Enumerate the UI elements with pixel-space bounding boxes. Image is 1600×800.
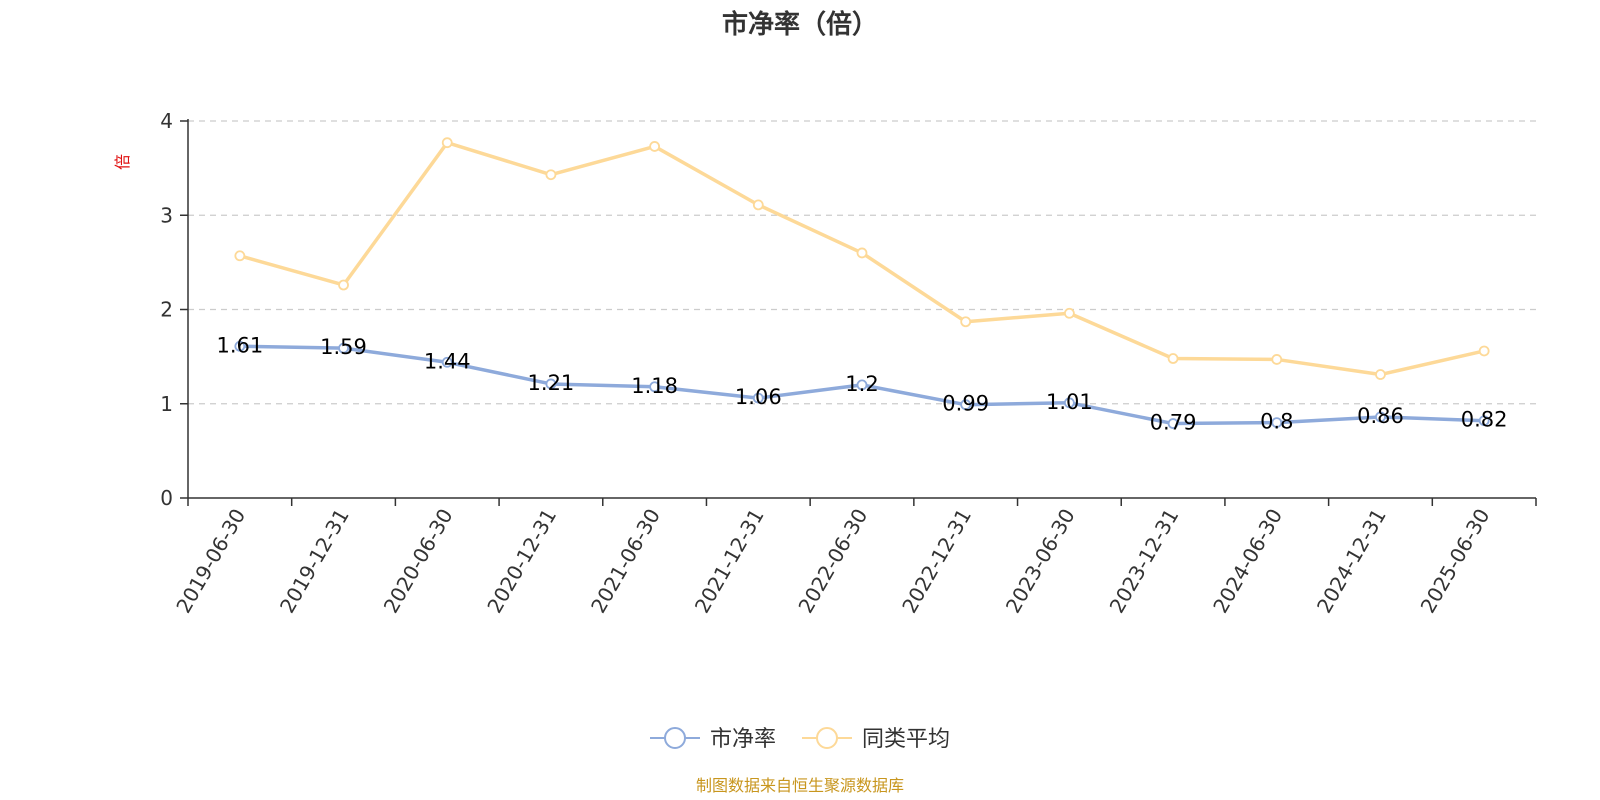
- data-point: [752, 392, 764, 404]
- data-point: [856, 379, 868, 391]
- data-point: [1478, 345, 1490, 357]
- x-tick-label: 2019-12-31: [275, 505, 354, 618]
- data-point: [338, 279, 349, 291]
- data-point: [234, 340, 246, 352]
- data-label: 0.99: [942, 392, 989, 416]
- y-tick-label: 1: [160, 392, 173, 416]
- data-label: 0.79: [1150, 411, 1197, 435]
- data-point: [1063, 307, 1075, 319]
- x-tick-label: 2022-06-30: [793, 505, 872, 618]
- data-point: [234, 250, 246, 262]
- data-point: [960, 399, 972, 411]
- x-tick-label: 2020-06-30: [379, 505, 458, 618]
- legend-marker: [664, 727, 686, 749]
- data-label: 1.21: [528, 371, 575, 395]
- data-label: 0.82: [1461, 408, 1508, 432]
- data-point: [441, 137, 453, 149]
- data-point: [1167, 353, 1179, 364]
- data-point: [441, 356, 453, 368]
- y-axis-ticks: 0 1 2 3 4: [160, 109, 188, 510]
- x-tick-label: 2022-12-31: [897, 505, 976, 618]
- legend-marker: [816, 727, 838, 749]
- gridlines: [188, 120, 1536, 405]
- x-tick-label: 2023-06-30: [1001, 505, 1080, 618]
- data-label: 0.86: [1357, 404, 1404, 428]
- data-label: 1.44: [424, 349, 471, 373]
- data-label: 0.8: [1260, 410, 1293, 434]
- data-point: [1375, 411, 1386, 423]
- y-tick-label: 2: [160, 298, 173, 322]
- data-point: [1167, 418, 1179, 429]
- data-point: [1271, 417, 1283, 429]
- data-labels: 1.61 1.59 1.44 1.21 1.18 1.06 1.2 0.99 1.01 0.79 0…: [216, 333, 1507, 434]
- series-line-1: [239, 140, 1485, 377]
- legend-label: 同类平均: [862, 727, 950, 752]
- chart-title: 市净率（倍）: [722, 9, 878, 40]
- legend[interactable]: 市净率 同类平均: [650, 727, 950, 752]
- series-layer: [234, 137, 1490, 429]
- x-axis-ticks: 2019-06-30 2019-12-31 2020-06-30 2020-12-31…: [171, 498, 1537, 618]
- data-point: [1375, 369, 1386, 380]
- axes: [187, 119, 1536, 499]
- legend-label: 市净率: [710, 727, 776, 752]
- y-tick-label: 3: [160, 203, 173, 227]
- data-label: 1.61: [216, 333, 263, 357]
- data-label: 1.06: [735, 385, 782, 409]
- x-tick-label: 2021-06-30: [586, 505, 665, 618]
- y-tick-label: 4: [160, 109, 173, 133]
- x-tick-label: 2024-12-31: [1312, 505, 1391, 618]
- data-point: [649, 381, 661, 393]
- x-tick-label: 2025-06-30: [1416, 505, 1495, 618]
- data-label: 1.01: [1046, 390, 1093, 414]
- data-point: [1063, 397, 1075, 409]
- legend-item[interactable]: 同类平均: [802, 727, 950, 752]
- data-point: [338, 342, 349, 354]
- x-tick-label: 2024-06-30: [1208, 505, 1287, 618]
- legend-item[interactable]: 市净率: [650, 727, 776, 752]
- data-point: [960, 316, 972, 328]
- data-label: 1.18: [631, 374, 678, 398]
- data-label: 1.2: [845, 372, 878, 396]
- x-tick-label: 2019-06-30: [171, 505, 250, 618]
- data-point: [545, 169, 557, 181]
- data-point: [856, 247, 868, 259]
- data-point: [752, 199, 764, 211]
- data-point: [1478, 415, 1490, 427]
- data-point: [649, 141, 661, 152]
- x-tick-label: 2020-12-31: [482, 505, 561, 618]
- y-tick-label: 0: [160, 486, 173, 510]
- data-point: [545, 378, 557, 390]
- data-point: [1271, 354, 1283, 365]
- x-tick-label: 2021-12-31: [690, 505, 769, 618]
- data-label: 1.59: [320, 335, 367, 359]
- source-note: 制图数据来自恒生聚源数据库: [696, 776, 904, 795]
- y-axis-label: 倍: [113, 154, 132, 170]
- x-tick-label: 2023-12-31: [1105, 505, 1184, 618]
